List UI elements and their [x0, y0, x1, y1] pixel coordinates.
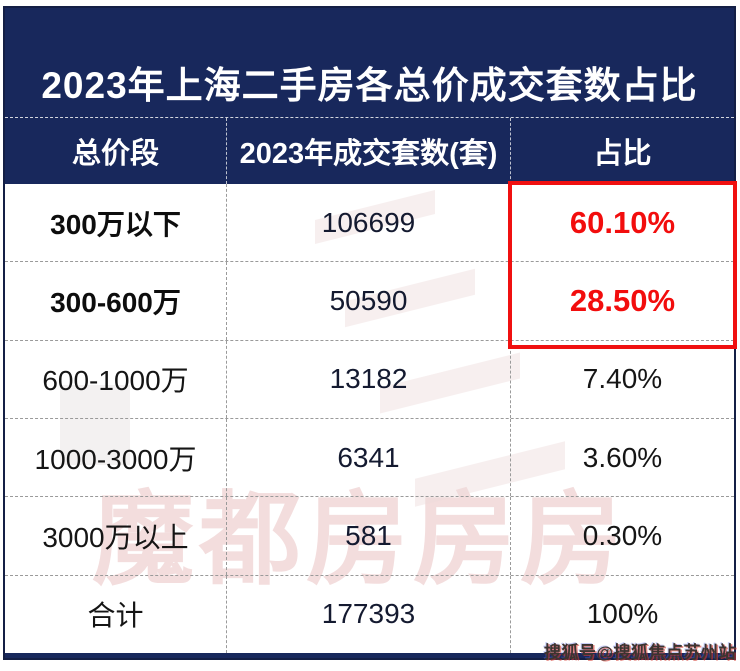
price-range-cell: 合计: [5, 575, 227, 653]
table-row-total: 合计 177393 100%: [5, 574, 734, 653]
table-body: 300万以下 106699 60.10% 300-600万 50590 28.5…: [5, 184, 734, 653]
count-cell: 13182: [227, 340, 511, 418]
share-cell: 28.50%: [569, 282, 676, 318]
price-range-cell: 600-1000万: [5, 340, 227, 418]
col-header-deal-count: 2023年成交套数(套): [227, 118, 511, 184]
count-cell: 106699: [227, 184, 511, 262]
price-range-cell: 1000-3000万: [5, 418, 227, 497]
table-row: 300-600万 50590 28.50%: [5, 261, 734, 340]
count-cell: 177393: [227, 575, 511, 653]
count-cell: 581: [227, 497, 511, 575]
col-header-share: 占比: [593, 138, 652, 170]
share-cell: 60.10%: [569, 204, 676, 240]
table-row: 1000-3000万 6341 3.60%: [5, 417, 734, 497]
count-cell: 6341: [227, 418, 511, 497]
table-row: 600-1000万 13182 7.40%: [5, 339, 734, 418]
source-credit-watermark: 搜狐号@搜狐焦点苏州站: [543, 643, 736, 662]
price-share-table: 2023年上海二手房各总价成交套数占比 总价段 2023年成交套数(套) 占比 …: [3, 6, 736, 660]
count-cell: 50590: [227, 262, 511, 340]
page-title: 2023年上海二手房各总价成交套数占比: [41, 65, 698, 106]
table-row: 300万以下 106699 60.10%: [5, 184, 734, 262]
table-header-row: 总价段 2023年成交套数(套) 占比: [5, 118, 734, 184]
bottom-navy-strip: [5, 653, 734, 658]
price-range-cell: 300-600万: [5, 262, 227, 340]
share-cell: 0.30%: [582, 519, 663, 551]
title-banner: 2023年上海二手房各总价成交套数占比: [5, 8, 734, 118]
share-cell: 7.40%: [582, 363, 663, 395]
price-range-cell: 300万以下: [5, 184, 227, 262]
share-cell: 3.60%: [582, 441, 663, 473]
table-row: 3000万以上 581 0.30%: [5, 496, 734, 575]
share-cell: 100%: [586, 598, 659, 630]
price-range-cell: 3000万以上: [5, 497, 227, 575]
col-header-price-range: 总价段: [5, 118, 227, 184]
